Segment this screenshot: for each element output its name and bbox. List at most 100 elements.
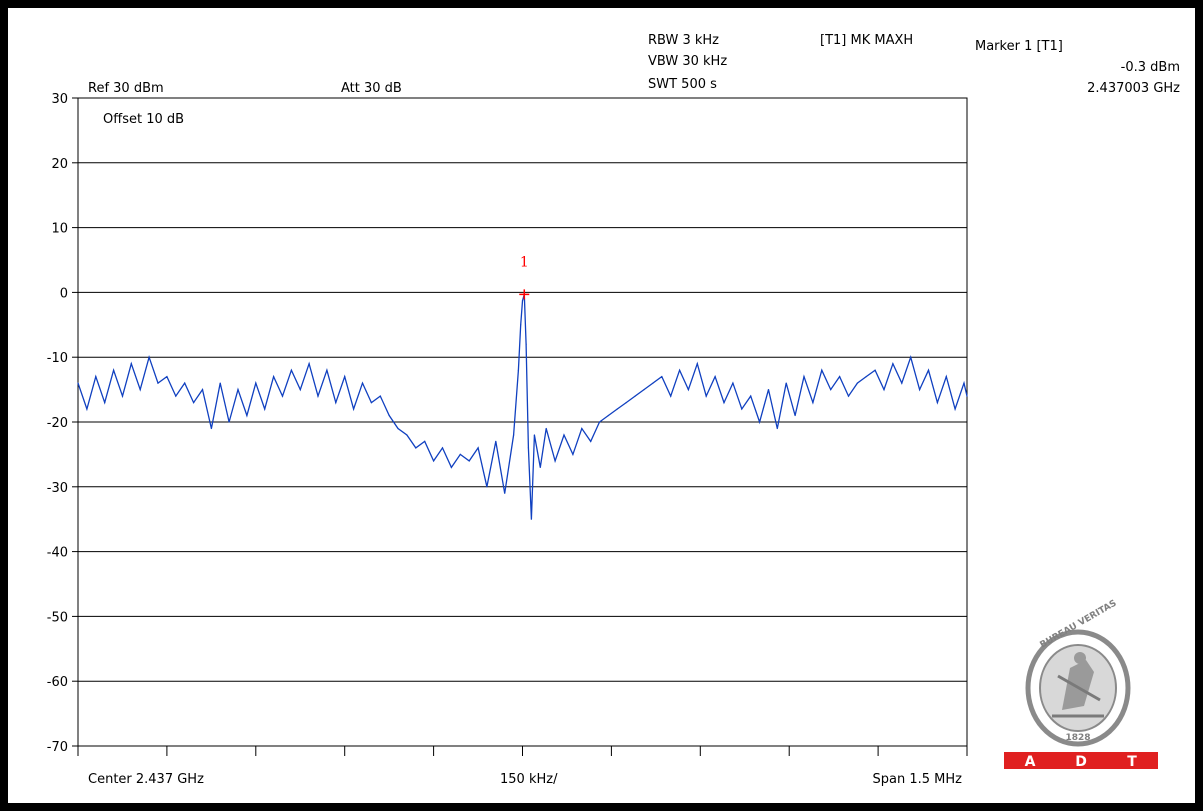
trace-point <box>193 402 195 404</box>
marker-level: -0.3 dBm <box>1121 60 1180 75</box>
trace-point <box>86 408 88 410</box>
trace-point <box>572 453 574 455</box>
trace-point <box>433 460 435 462</box>
trace-point <box>625 402 627 404</box>
offset-label: Offset 10 dB <box>103 112 184 127</box>
trace-point <box>616 408 618 410</box>
trace-point <box>847 395 850 397</box>
trace-point <box>517 369 520 371</box>
trace-point <box>379 395 381 397</box>
trace-point <box>495 440 497 442</box>
y-tick-label: -30 <box>47 481 68 496</box>
trace-point <box>246 414 248 417</box>
trace-point <box>95 376 97 378</box>
trace-point <box>643 389 645 391</box>
adt-banner: A D T <box>1004 752 1158 770</box>
trace-point <box>590 440 592 442</box>
trace-point <box>397 427 399 430</box>
trace-point <box>299 389 301 391</box>
trace-point <box>554 460 556 462</box>
trace-point <box>228 421 230 423</box>
trace-point <box>441 447 444 449</box>
trace-point <box>927 369 930 371</box>
swt-label: SWT 500 s <box>648 77 717 92</box>
trace-point <box>184 382 186 384</box>
adt-letter-a: A <box>1025 754 1036 770</box>
trace-point <box>219 382 221 384</box>
trace-point <box>705 395 707 397</box>
marker-frequency: 2.437003 GHz <box>1087 81 1180 96</box>
y-tick-label: -10 <box>47 351 68 366</box>
trace-point <box>520 324 522 326</box>
vbw-label: VBW 30 kHz <box>648 54 727 69</box>
y-tick-label: 30 <box>51 92 68 107</box>
trace-point <box>335 402 337 404</box>
trace-point <box>353 408 355 410</box>
trace-point <box>767 389 770 391</box>
trace-point <box>821 369 823 371</box>
trace-line <box>77 294 968 520</box>
trace-point <box>273 376 275 378</box>
trace-point <box>201 389 204 391</box>
trace-point <box>308 363 310 365</box>
trace-point <box>533 434 536 436</box>
trace-point <box>539 466 541 468</box>
y-tick-label: 10 <box>51 222 68 237</box>
trace-point <box>687 389 690 391</box>
y-tick-labels: 30 20 10 0 -10 -20 -30 -40 -50 -60 -70 <box>47 92 78 755</box>
trace-point <box>290 369 292 371</box>
ref-level-label: Ref 30 dBm <box>88 81 164 96</box>
trace-point <box>264 408 266 410</box>
trace-point <box>785 382 787 384</box>
trace-point <box>856 382 859 384</box>
y-tick-label: -50 <box>47 610 68 625</box>
trace-point <box>839 376 841 378</box>
trace-point <box>723 402 725 404</box>
trace-point <box>130 363 132 365</box>
trace-point <box>450 466 452 468</box>
trace-point <box>919 389 921 391</box>
trace-point <box>794 414 796 417</box>
trace-point <box>696 363 698 365</box>
attenuation-label: Att 30 dB <box>341 81 402 96</box>
trace-point <box>910 356 912 358</box>
trace-point <box>607 414 610 417</box>
y-tick-label: -40 <box>47 546 68 561</box>
trace-point <box>406 434 408 436</box>
y-tick-label: -20 <box>47 416 68 431</box>
trace-point <box>750 395 752 397</box>
trace-point <box>652 382 654 384</box>
trace-point <box>830 389 832 391</box>
trace-point <box>388 414 390 417</box>
trace-point <box>581 427 583 430</box>
trace-point <box>954 408 956 410</box>
trace-point <box>776 427 778 430</box>
bureau-veritas-logo-icon: BUREAU VERITAS 1828 <box>1025 599 1131 747</box>
trace-point <box>714 376 716 378</box>
y-tick-label: -60 <box>47 675 68 690</box>
trace-point <box>370 402 372 404</box>
trace-point <box>237 389 239 391</box>
marker-number: 1 <box>520 254 529 270</box>
y-tick-label: 0 <box>60 286 68 301</box>
trace-points <box>77 293 968 520</box>
trace-point <box>459 453 461 455</box>
trace-point <box>361 382 364 384</box>
adt-letter-t: T <box>1127 754 1137 770</box>
trace-point <box>759 421 761 423</box>
trace-point <box>966 395 968 397</box>
trace-point <box>936 402 939 404</box>
trace-point <box>525 343 527 345</box>
trace-point <box>521 300 524 302</box>
trace-point <box>661 376 663 378</box>
trace-point <box>530 518 533 520</box>
trace-point <box>210 427 212 430</box>
grid <box>78 97 967 747</box>
trace-point <box>865 376 867 378</box>
trace-point <box>679 369 681 371</box>
marker-cross-icon <box>519 289 530 300</box>
trace-point <box>77 382 79 384</box>
trace-point <box>527 447 530 449</box>
marker-1: 1 <box>519 254 530 300</box>
trace-point <box>468 460 470 462</box>
